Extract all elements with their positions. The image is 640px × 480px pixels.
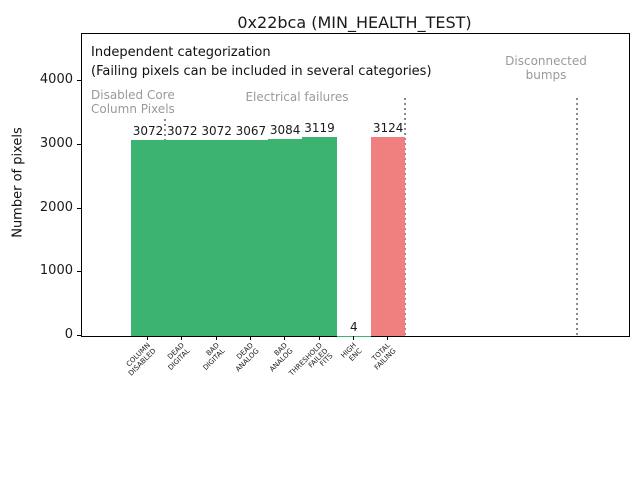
bar-value-label: 3119 <box>304 121 335 136</box>
x-tick-mark <box>215 336 217 340</box>
y-tick-mark <box>77 271 81 273</box>
x-tick-mark <box>318 336 320 340</box>
x-tick-mark <box>147 336 148 340</box>
chart-title: 0x22bca (MIN_HEALTH_TEST) <box>237 13 472 32</box>
bar-total-failing <box>370 136 406 336</box>
y-tick-mark <box>77 143 81 145</box>
y-tick-label: 2000 <box>39 199 73 215</box>
bar-column-disabled <box>130 140 166 336</box>
section-label-disconnected-bumps: Disconnected bumps <box>505 54 587 82</box>
bar-value-label: 3072 <box>132 124 164 139</box>
note-line2: (Failing pixels can be included in sever… <box>91 64 432 79</box>
x-tick-mark <box>352 336 354 340</box>
y-axis-label: Number of pixels <box>10 127 26 238</box>
section-label-line: Disabled Core <box>91 88 175 102</box>
bar-value-label: 3072 <box>167 124 198 139</box>
plot-area: 3072 3072 3072 3067 3084 3119 4 3124 Independen… <box>81 33 630 337</box>
x-tick-mark <box>387 336 389 340</box>
bar-bad-analog <box>268 139 303 336</box>
section-label-line: Disconnected <box>505 54 587 68</box>
section-label-electrical-failures: Electrical failures <box>245 90 348 104</box>
x-tick-mark <box>249 336 251 340</box>
y-tick-mark <box>77 207 81 209</box>
y-tick-label: 1000 <box>39 263 73 279</box>
x-tick-mark <box>284 336 286 340</box>
bar-value-label: 4 <box>349 319 358 334</box>
bar-dead-digital <box>165 140 200 336</box>
bar-dead-analog <box>233 140 269 336</box>
x-tick-mark <box>181 336 183 340</box>
y-tick-label: 3000 <box>39 135 73 151</box>
section-label-line: Electrical failures <box>245 90 349 104</box>
bar-value-label: 3124 <box>372 120 404 135</box>
bar-bad-digital <box>199 140 234 336</box>
section-label-line: bumps <box>525 68 567 82</box>
y-tick-mark <box>77 80 81 81</box>
note-line1: Independent categorization <box>91 45 271 60</box>
section-label-line: Column Pixels <box>91 102 175 116</box>
x-tick-label-line: FITS <box>317 351 335 369</box>
y-tick-label: 0 <box>64 327 73 342</box>
bar-threshold-failed-fits <box>302 137 337 336</box>
bar-value-label: 3067 <box>235 124 267 139</box>
bar-value-label: 3084 <box>269 123 301 138</box>
y-tick-mark <box>77 335 81 336</box>
separator-dotted-line <box>404 98 407 336</box>
separator-dotted-line <box>575 98 578 336</box>
section-label-disabled-core-column-pixels: Disabled Core Column Pixels <box>91 88 175 116</box>
y-tick-label: 4000 <box>39 72 73 87</box>
bar-value-label: 3072 <box>201 124 232 139</box>
